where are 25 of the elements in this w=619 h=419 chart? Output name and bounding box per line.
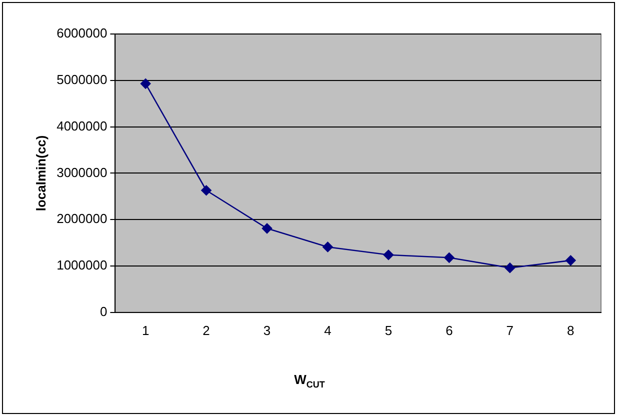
- y-tick-label: 1000000: [56, 258, 108, 273]
- x-axis-title: W$_{CUT}$: [293, 372, 326, 390]
- y-tick-label: 4000000: [56, 118, 108, 134]
- point: [201, 185, 212, 196]
- point: [322, 242, 333, 252]
- point: [383, 250, 394, 260]
- y-axis-title: localmin(cc): [33, 135, 48, 212]
- y-tick-label: 3000000: [56, 164, 108, 180]
- point: [262, 223, 272, 234]
- y-tick-label: 2000000: [56, 211, 108, 226]
- x-tick-label: 1: [142, 322, 150, 338]
- y-tick-label: 0: [100, 304, 108, 319]
- x-tick-label: 3: [263, 322, 271, 338]
- point: [504, 262, 516, 274]
- y-tick-label: 6000000: [56, 26, 108, 41]
- x-tick-label: 5: [384, 322, 392, 338]
- point: [444, 252, 454, 263]
- point: [565, 255, 576, 266]
- x-tick-label: 4: [324, 322, 332, 338]
- point: [140, 78, 151, 89]
- y-tick-label: 5000000: [56, 72, 108, 87]
- x-tick-label: 6: [446, 322, 453, 338]
- x-tick-label: 8: [567, 322, 574, 338]
- x-tick-label: 2: [202, 322, 210, 338]
- x-tick-label: 7: [506, 322, 514, 338]
